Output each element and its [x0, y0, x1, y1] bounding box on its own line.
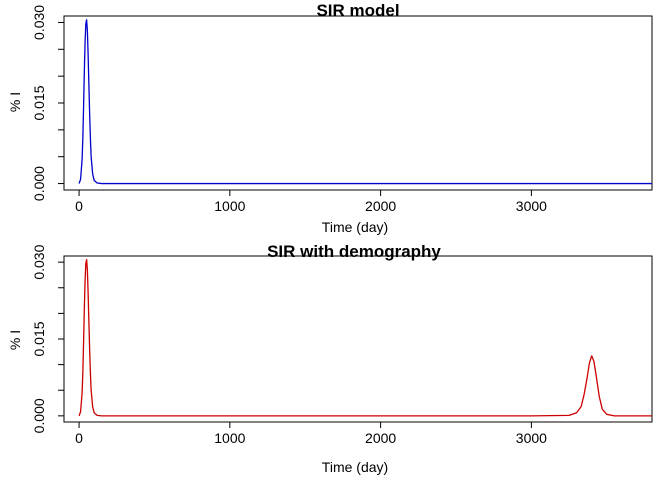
series-layer	[78, 258, 652, 417]
y-tick-label: 0.015	[31, 321, 47, 356]
x-axis: 0 1000 2000 3000	[75, 421, 547, 446]
plot-frame	[63, 255, 653, 423]
y-axis-label: % I	[7, 330, 23, 350]
x-tick-label: 1000	[214, 198, 245, 214]
x-tick-label: 3000	[516, 198, 547, 214]
series-line	[78, 258, 652, 417]
panel-sir-with-demography: SIR with demography Time (day) % I 0 1000…	[7, 242, 653, 475]
y-tick-label: 0.015	[31, 85, 47, 120]
x-tick-label: 0	[75, 198, 83, 214]
y-axis: 0.000 0.015 0.030	[31, 244, 65, 433]
chart-title: SIR model	[316, 1, 399, 20]
y-axis: 0.000 0.015 0.030	[31, 5, 65, 201]
x-axis: 0 1000 2000 3000	[75, 189, 547, 214]
x-tick-label: 2000	[365, 198, 396, 214]
x-tick-label: 1000	[214, 430, 245, 446]
x-axis-label: Time (day)	[322, 219, 388, 235]
series-layer	[78, 19, 652, 185]
chart-title: SIR with demography	[267, 242, 441, 261]
y-tick-label: 0.030	[31, 5, 47, 40]
y-tick-label: 0.030	[31, 244, 47, 279]
y-tick-label: 0.000	[31, 166, 47, 201]
series-line	[78, 19, 652, 185]
x-tick-label: 2000	[365, 430, 396, 446]
panel-sir-model: SIR model Time (day) % I 0 1000 2000 3000 0…	[7, 1, 653, 235]
plot-frame	[63, 15, 653, 191]
y-axis-label: % I	[7, 92, 23, 112]
x-tick-label: 3000	[516, 430, 547, 446]
x-tick-label: 0	[75, 430, 83, 446]
y-tick-label: 0.000	[31, 398, 47, 433]
x-axis-label: Time (day)	[322, 459, 388, 475]
